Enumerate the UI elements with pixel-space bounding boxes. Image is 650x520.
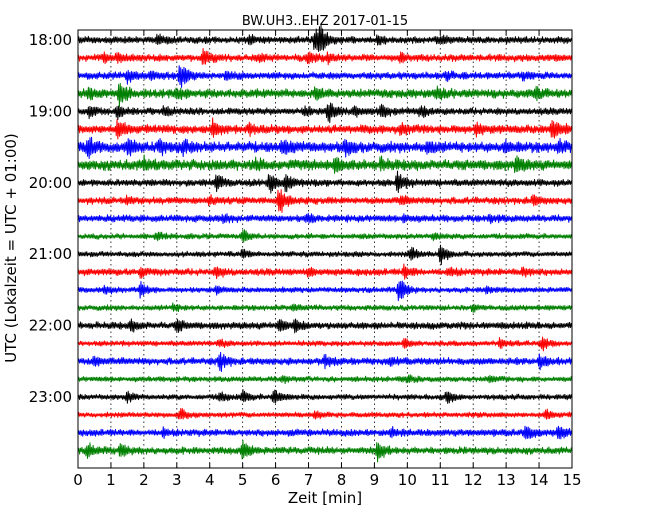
seismogram-trace [77,136,573,159]
seismogram-trace [77,302,573,313]
x-tick-label: 4 [205,471,215,489]
x-tick-label: 2 [139,471,149,489]
seismogram-trace [77,189,573,213]
chart-title: BW.UH3..EHZ 2017-01-15 [242,14,408,29]
seismogram-trace [77,170,573,194]
seismogram-trace [77,24,573,53]
x-tick-label: 11 [431,471,450,489]
seismogram-trace [77,117,573,140]
seismogram-trace [77,229,573,243]
seismogram-trace [77,244,573,266]
y-axis-label: UTC (Lokalzeit = UTC + 01:00) [2,133,20,363]
x-axis-label: Zeit [min] [288,489,362,507]
seismogram-trace [77,82,573,108]
seismogram-trace [77,102,573,124]
x-tick-label: 6 [271,471,281,489]
x-tick-label: 8 [337,471,347,489]
plot-frame [77,29,573,469]
x-tick-label: 0 [73,471,83,489]
y-tick-label: 20:00 [29,174,72,192]
x-tick-label: 15 [562,471,581,489]
seismogram-trace [77,65,573,88]
x-tick-label: 13 [497,471,516,489]
seismogram-trace [77,389,573,404]
x-tick-label: 7 [304,471,314,489]
x-tick-label: 5 [238,471,248,489]
x-tick-label: 14 [530,471,549,489]
x-tick-label: 3 [172,471,182,489]
x-tick-label: 9 [370,471,380,489]
trace-series [77,24,573,463]
seismogram-trace [77,318,573,334]
x-tick-label: 12 [464,471,483,489]
x-tick-label: 10 [398,471,417,489]
axis-ticks [77,30,573,468]
y-tick-labels: 18:00 19:00 20:00 21:00 22:00 23:00 [29,31,72,406]
x-tick-label: 1 [106,471,116,489]
y-tick-label: 22:00 [29,317,72,335]
seismogram-trace [77,263,573,280]
x-tick-labels: 0 1 2 3 4 5 6 7 8 9 10 11 12 13 14 15 [73,471,581,489]
seismogram-trace [77,47,573,66]
y-tick-label: 23:00 [29,388,72,406]
seismogram-trace [77,351,573,373]
seismogram-trace [77,280,573,302]
seismogram-trace [77,212,573,225]
y-tick-label: 21:00 [29,245,72,263]
y-tick-label: 19:00 [29,102,72,120]
seismogram-trace [77,374,573,385]
y-tick-label: 18:00 [29,31,72,49]
seismogram-trace [77,425,573,440]
seismogram-trace [77,407,573,420]
seismogram-trace [77,154,573,174]
seismogram-trace [77,336,573,352]
seismogram-trace [77,439,573,463]
